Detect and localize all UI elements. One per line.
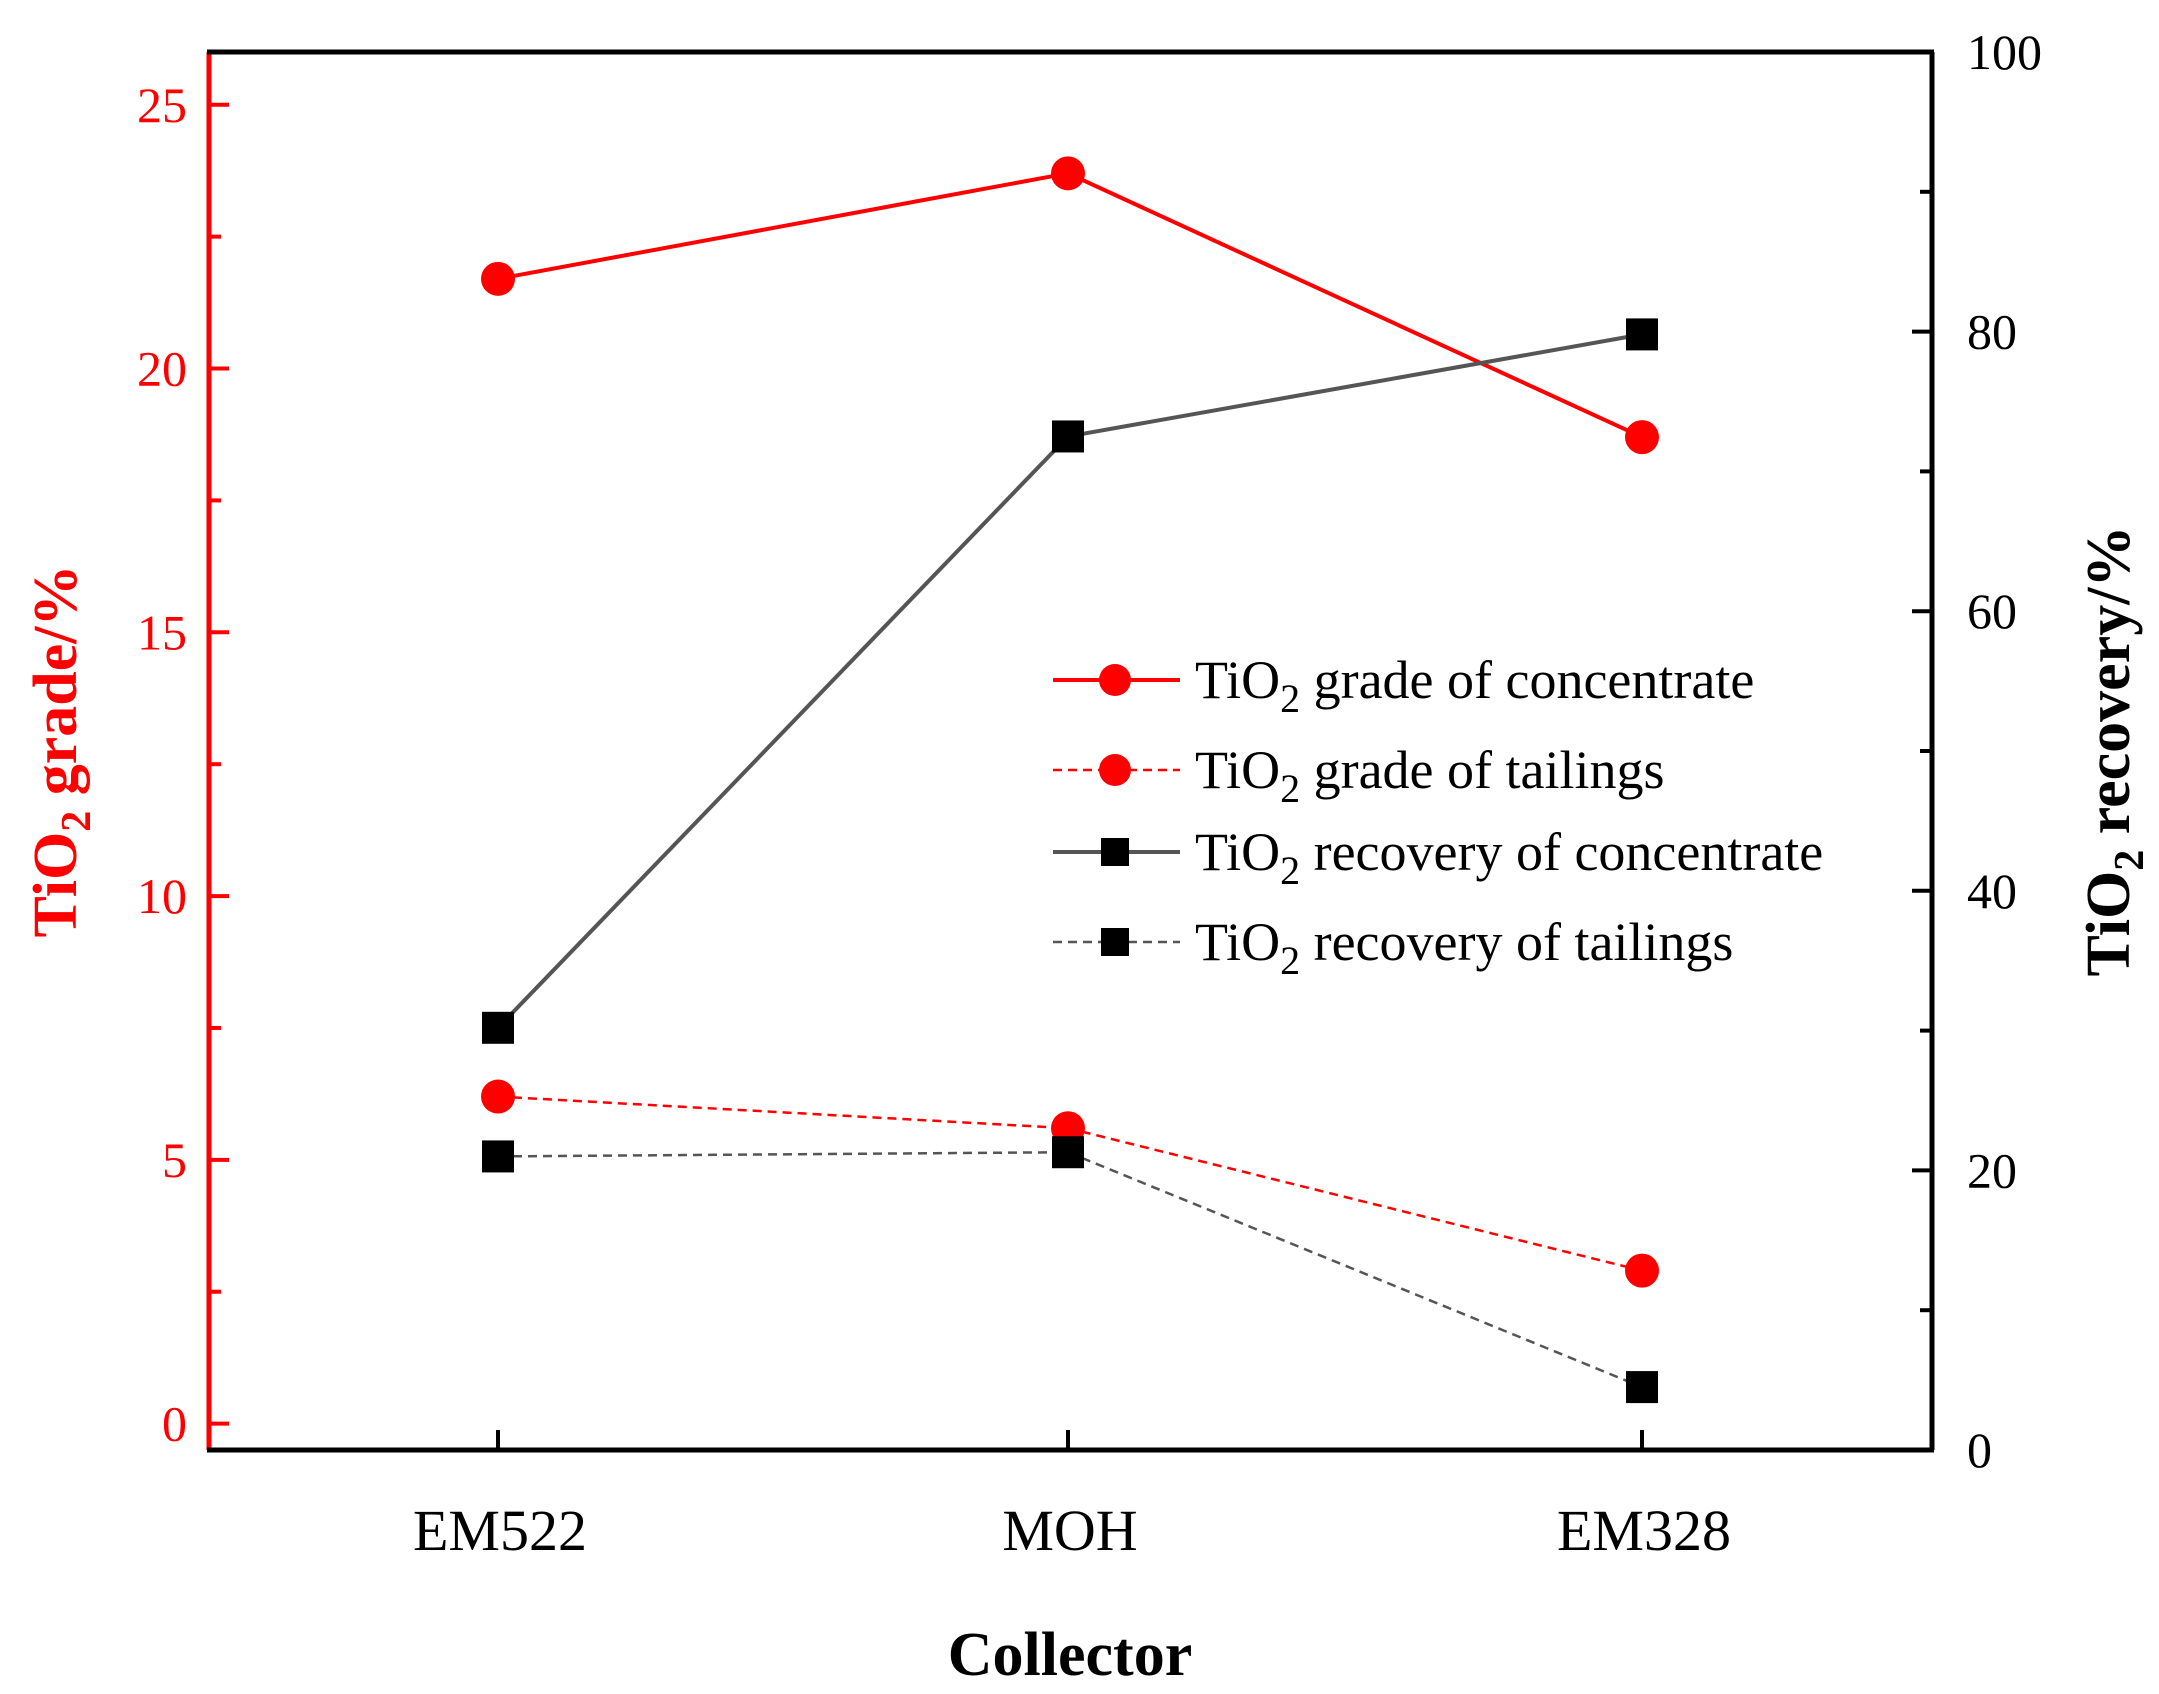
right-tick-label: 40 [1967, 863, 2017, 919]
series-layer [481, 156, 1659, 1404]
left-axis-title: TiO2 grade/% [22, 565, 100, 938]
x-axis-ticks: EM522 MOH EM328 [413, 1430, 1731, 1563]
right-tick-label: 100 [1967, 24, 2042, 80]
x-tick-label: EM328 [1557, 1498, 1731, 1563]
data-point-grade_tail [481, 1079, 515, 1114]
legend-marker [1099, 664, 1131, 696]
right-axis-title: TiO2 recovery/% [2075, 526, 2153, 977]
left-tick-label: 15 [137, 604, 187, 660]
right-axis-ticks: 0 20 40 60 80 100 [1912, 24, 2042, 1478]
right-tick-label: 0 [1967, 1422, 1992, 1478]
series-grade_conc [481, 156, 1659, 455]
series-line-recovery_tail [497, 1150, 1643, 1389]
x-axis-title: Collector [948, 1621, 1192, 1689]
legend: TiO2 grade of concentrate TiO2 grade of t… [1053, 650, 1823, 983]
left-tick-label: 0 [162, 1396, 187, 1452]
left-tick-label: 5 [162, 1132, 187, 1188]
series-recovery_conc [482, 318, 1658, 1044]
plot-frame [206, 49, 1935, 1453]
legend-label: TiO2 grade of concentrate [1195, 650, 1754, 721]
data-point-grade_tail [1625, 1253, 1659, 1288]
series-recovery_tail [482, 1136, 1658, 1404]
data-point-recovery_conc [1626, 318, 1658, 351]
right-tick-label: 60 [1967, 583, 2017, 639]
legend-item-grade_tail: TiO2 grade of tailings [1053, 740, 1665, 811]
legend-label: TiO2 grade of tailings [1195, 740, 1665, 811]
left-axis-ticks: 0 5 10 15 20 25 [137, 77, 229, 1452]
right-tick-label: 80 [1967, 304, 2017, 360]
legend-item-grade_conc: TiO2 grade of concentrate [1053, 650, 1754, 721]
data-point-grade_conc [481, 261, 515, 296]
legend-item-recovery_tail: TiO2 recovery of tailings [1053, 912, 1733, 983]
x-tick-label: EM522 [413, 1498, 587, 1563]
legend-marker [1101, 928, 1129, 956]
legend-label: TiO2 recovery of concentrate [1195, 822, 1823, 893]
series-grade_tail [481, 1079, 1659, 1288]
data-point-recovery_tail [482, 1140, 514, 1173]
legend-item-recovery_conc: TiO2 recovery of concentrate [1053, 822, 1823, 893]
left-tick-label: 10 [137, 868, 187, 924]
legend-marker [1099, 754, 1131, 786]
left-tick-label: 20 [137, 341, 187, 397]
data-point-recovery_tail [1052, 1136, 1084, 1169]
legend-label: TiO2 recovery of tailings [1195, 912, 1733, 983]
right-tick-label: 20 [1967, 1142, 2017, 1198]
series-line-grade_conc [497, 171, 1643, 439]
data-point-grade_conc [1051, 156, 1085, 191]
data-point-recovery_tail [1626, 1371, 1658, 1404]
data-point-grade_conc [1625, 420, 1659, 455]
data-point-recovery_conc [1052, 420, 1084, 453]
legend-marker [1101, 838, 1129, 866]
data-point-recovery_conc [482, 1011, 514, 1044]
x-tick-label: MOH [1002, 1498, 1137, 1563]
left-tick-label: 25 [137, 77, 187, 133]
